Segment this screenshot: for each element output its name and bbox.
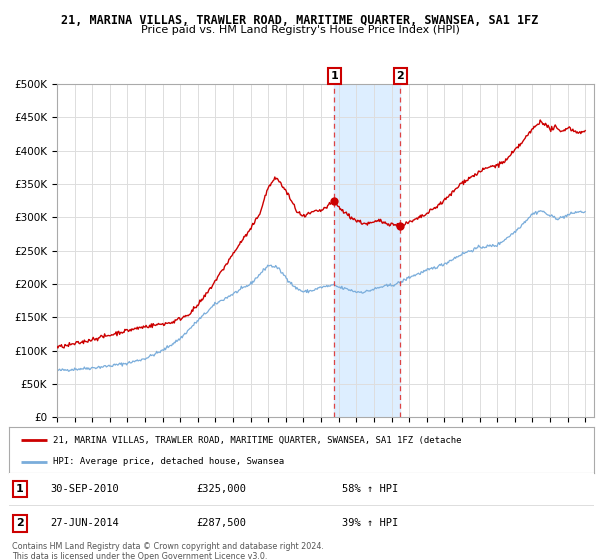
Text: 2: 2 [16,519,23,529]
Text: 27-JUN-2014: 27-JUN-2014 [50,519,119,529]
Text: 21, MARINA VILLAS, TRAWLER ROAD, MARITIME QUARTER, SWANSEA, SA1 1FZ (detache: 21, MARINA VILLAS, TRAWLER ROAD, MARITIM… [53,436,461,445]
Text: £287,500: £287,500 [196,519,246,529]
Text: 1: 1 [331,71,338,81]
Text: 30-SEP-2010: 30-SEP-2010 [50,484,119,494]
Text: 39% ↑ HPI: 39% ↑ HPI [343,519,398,529]
Text: 2: 2 [397,71,404,81]
Text: 21, MARINA VILLAS, TRAWLER ROAD, MARITIME QUARTER, SWANSEA, SA1 1FZ: 21, MARINA VILLAS, TRAWLER ROAD, MARITIM… [61,14,539,27]
Text: 58% ↑ HPI: 58% ↑ HPI [343,484,398,494]
Text: HPI: Average price, detached house, Swansea: HPI: Average price, detached house, Swan… [53,457,284,466]
Text: 1: 1 [16,484,23,494]
Bar [334,84,400,417]
Text: Contains HM Land Registry data © Crown copyright and database right 2024.
This d: Contains HM Land Registry data © Crown c… [12,542,324,560]
Text: Price paid vs. HM Land Registry's House Price Index (HPI): Price paid vs. HM Land Registry's House … [140,25,460,35]
Text: £325,000: £325,000 [196,484,246,494]
